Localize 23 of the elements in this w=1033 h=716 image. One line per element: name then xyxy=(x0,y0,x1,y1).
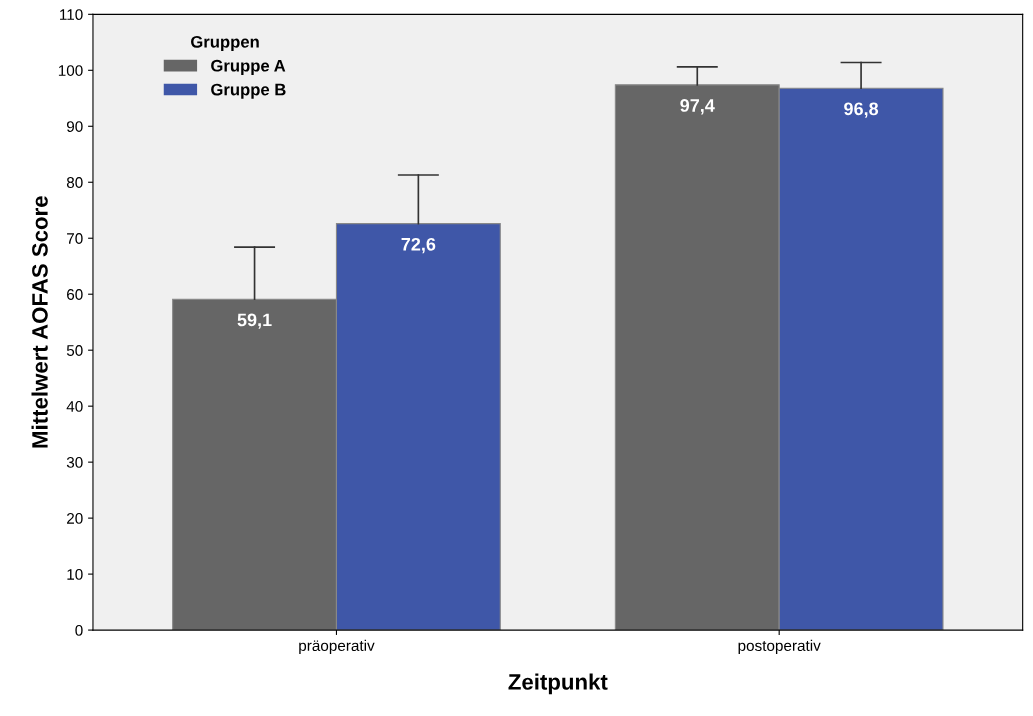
data-label: 72,6 xyxy=(401,237,436,254)
y-tick-label: 100 xyxy=(58,65,83,76)
y-tick-label: 50 xyxy=(66,345,83,356)
legend-label: Gruppe A xyxy=(211,59,286,75)
y-tick-label: 30 xyxy=(66,457,83,468)
y-tick-label: 70 xyxy=(67,233,83,244)
y-tick-label: 20 xyxy=(67,512,83,524)
y-tick-label: 90 xyxy=(66,121,83,132)
data-label: 96,8 xyxy=(844,102,879,118)
y-tick-label: 40 xyxy=(66,401,83,412)
y-axis-title: Mittelwert AOFAS Score xyxy=(31,196,48,448)
x-tick-label: präoperativ xyxy=(299,639,375,655)
y-tick-label: 80 xyxy=(66,177,83,188)
y-tick-label: 10 xyxy=(67,568,83,580)
legend-label: Gruppe B xyxy=(211,83,286,99)
y-tick-label: 0 xyxy=(75,624,83,636)
legend-title: Gruppen xyxy=(191,35,259,52)
y-tick-label: 110 xyxy=(60,9,83,21)
x-tick-label: postoperativ xyxy=(738,639,821,655)
y-tick-label: 60 xyxy=(67,289,83,300)
data-label: 59,1 xyxy=(237,313,272,329)
x-axis-title: Zeitpunkt xyxy=(508,673,608,695)
data-label: 97,4 xyxy=(680,99,715,115)
